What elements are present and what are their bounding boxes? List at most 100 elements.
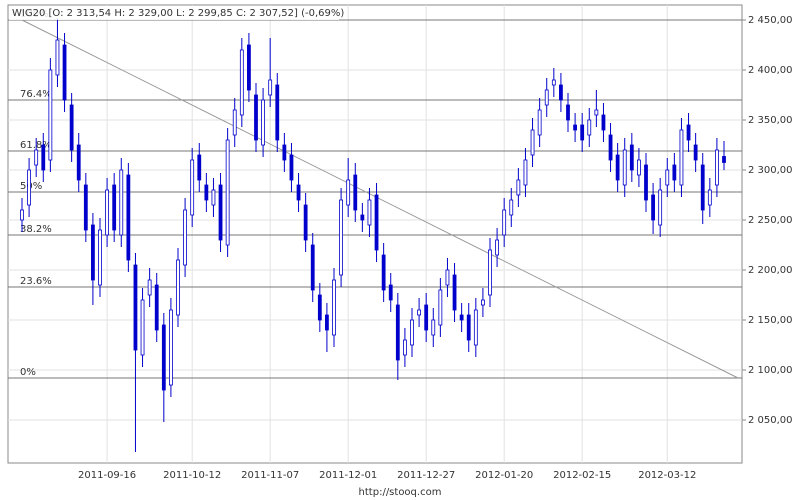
candle-body	[296, 184, 301, 201]
candle-body	[204, 184, 209, 201]
candle-body	[715, 149, 719, 186]
candle-body	[34, 149, 39, 166]
candle-body	[410, 319, 414, 346]
candle-body	[76, 144, 81, 181]
candle-body	[431, 319, 436, 336]
x-tick-label: 2011-09-16	[78, 470, 136, 481]
x-tick-label: 2011-10-12	[163, 470, 221, 481]
candle-body	[679, 129, 684, 186]
candle-body	[523, 159, 528, 186]
candle-body	[147, 279, 152, 296]
trend-line	[21, 19, 739, 379]
y-tick-label: 2 200,00	[748, 265, 793, 276]
fib-label: 23.6%	[20, 276, 52, 287]
y-tick-label: 2 450,00	[748, 15, 793, 26]
candle-body	[551, 79, 556, 86]
candle-body	[381, 254, 386, 291]
candle-body	[622, 149, 627, 186]
candle-body	[395, 304, 400, 361]
x-tick-label: 2012-03-12	[638, 470, 696, 481]
fib-label: 76.4%	[20, 89, 52, 100]
candle-body	[289, 154, 294, 181]
candle-body	[502, 209, 507, 236]
candle-body	[154, 284, 159, 331]
candle-body	[388, 284, 393, 301]
candle-body	[112, 184, 117, 231]
candle-body	[126, 174, 131, 261]
y-tick-label: 2 050,00	[748, 415, 793, 426]
candle-body	[707, 189, 712, 206]
candle-body	[566, 104, 570, 121]
y-tick-label: 2 100,00	[748, 365, 793, 376]
candle-body	[69, 104, 74, 151]
candle-body	[105, 189, 109, 236]
candle-body	[473, 309, 478, 346]
candle-body	[183, 209, 187, 266]
y-tick-label: 2 150,00	[748, 315, 793, 326]
x-tick-label: 2011-11-07	[241, 470, 299, 481]
candle-body	[282, 144, 287, 161]
candle-body	[452, 274, 457, 311]
candle-body	[360, 214, 365, 221]
candle-body	[495, 239, 499, 256]
candle-body	[559, 84, 563, 101]
candle-body	[516, 179, 521, 196]
candle-body	[91, 224, 95, 281]
chart-title: WIG20 [O: 2 313,54 H: 2 329,00 L: 2 299,…	[12, 8, 344, 19]
footer: http://stooq.com	[359, 487, 442, 498]
candle-body	[594, 109, 599, 116]
candle-body	[459, 314, 464, 321]
candle-body	[41, 144, 46, 171]
candle-body	[722, 156, 726, 163]
x-tick-label: 2011-12-27	[397, 470, 455, 481]
candle-body	[98, 229, 102, 286]
candle-body	[325, 314, 329, 331]
candle-body	[254, 94, 258, 141]
candle-body	[119, 169, 124, 236]
y-tick-label: 2 400,00	[748, 65, 793, 76]
candle-body	[466, 314, 471, 341]
candle-body	[140, 299, 145, 356]
candle-body	[176, 259, 180, 316]
candle-body	[629, 144, 634, 171]
candle-body	[693, 144, 698, 161]
candle-body	[658, 189, 663, 226]
x-tick-label: 2012-01-20	[475, 470, 533, 481]
candle-body	[27, 169, 31, 206]
fib-label: 0%	[20, 367, 36, 378]
candle-body	[332, 279, 336, 336]
candle-body	[587, 119, 592, 136]
candle-body	[651, 194, 655, 221]
candle-body	[615, 154, 620, 181]
candle-body	[374, 194, 379, 251]
fib-label: 38.2%	[20, 224, 52, 235]
candle-body	[580, 124, 585, 141]
title-bg	[9, 6, 339, 20]
candle-body	[268, 79, 273, 96]
candle-body	[197, 154, 202, 181]
candle-body	[367, 199, 372, 226]
candle-body	[686, 124, 691, 141]
candle-body	[672, 164, 677, 181]
candle-body	[275, 84, 280, 141]
candle-body	[261, 99, 265, 146]
candle-body	[62, 44, 67, 101]
candle-body	[424, 304, 429, 331]
candle-body	[509, 199, 514, 216]
candle-body	[644, 164, 648, 201]
candle-body	[303, 204, 308, 241]
candle-body	[169, 309, 173, 386]
y-tick-label: 2 300,00	[748, 165, 793, 176]
candle-body	[445, 269, 450, 286]
candle-body	[417, 309, 421, 316]
x-tick-label: 2011-12-01	[319, 470, 377, 481]
candle-body	[20, 209, 24, 221]
candle-body	[481, 299, 485, 306]
candle-body	[310, 244, 315, 291]
candle-body	[608, 134, 613, 161]
candle-body	[637, 159, 641, 176]
candle-body	[544, 89, 549, 106]
y-tick-label: 2 350,00	[748, 115, 793, 126]
